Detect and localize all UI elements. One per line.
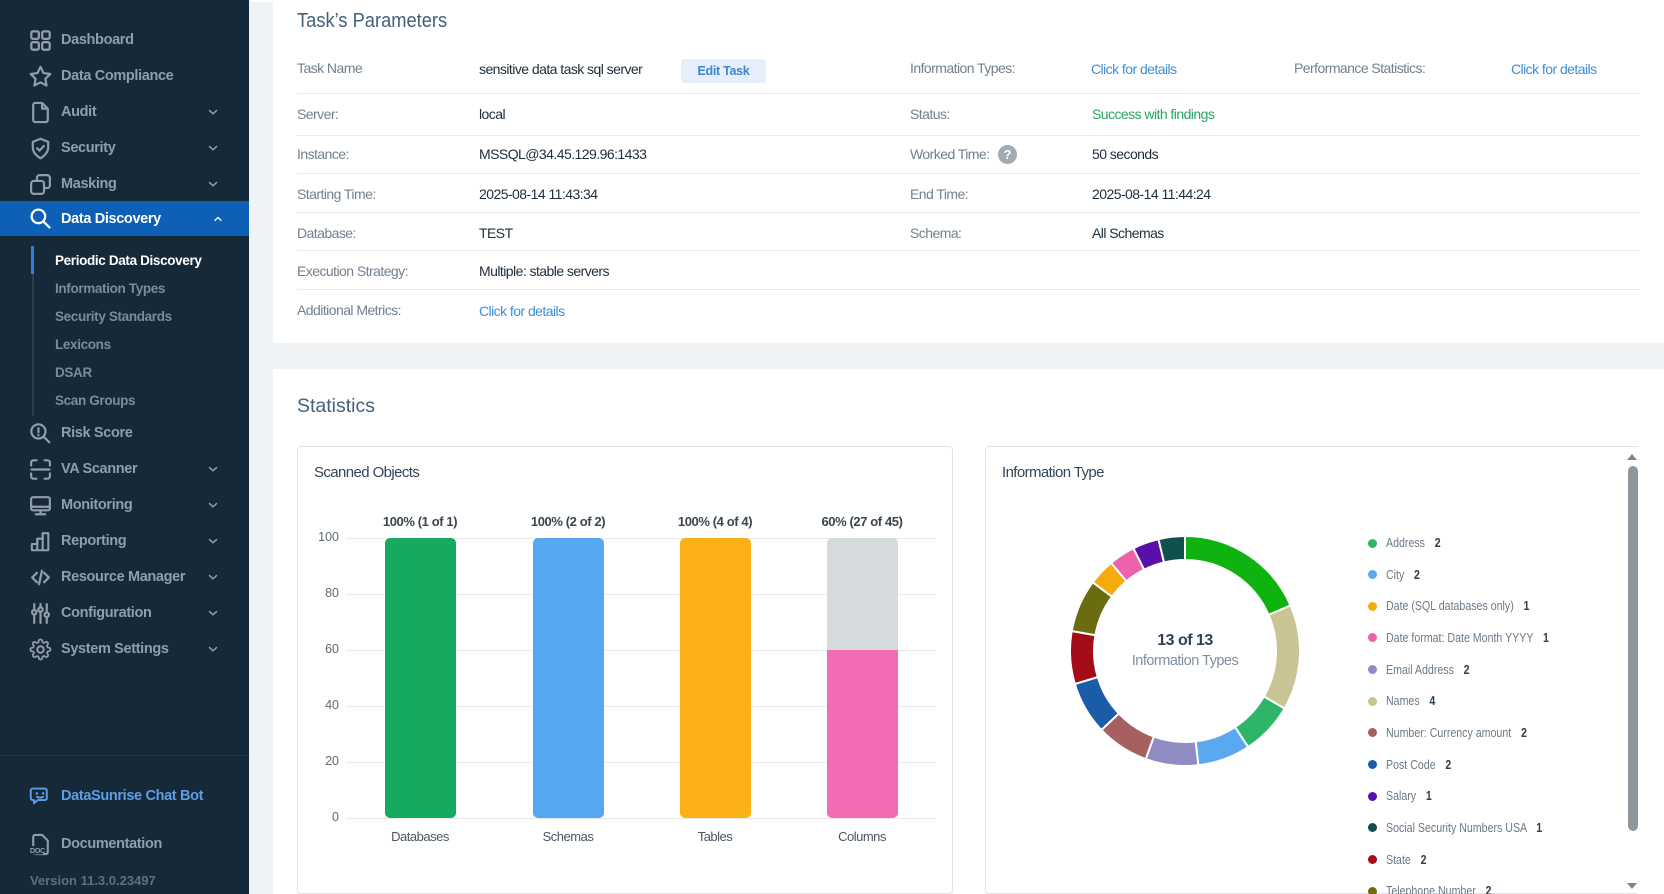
- svg-text:DOC: DOC: [30, 846, 46, 855]
